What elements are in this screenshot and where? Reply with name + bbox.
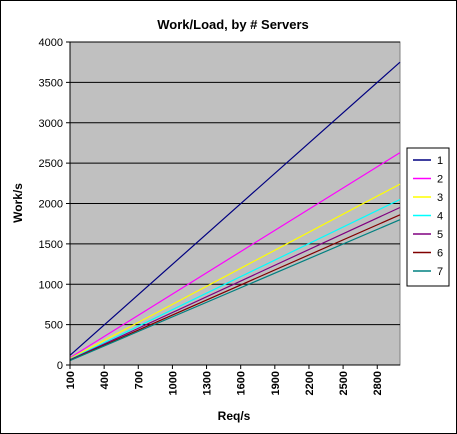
x-tick-labels: 100 400 700 1000 1300 1600 1900 2200 2500 2800	[65, 365, 384, 395]
y-tick-label: 2500	[39, 158, 63, 170]
y-tick-label: 2000	[39, 199, 63, 211]
legend-box	[406, 147, 450, 287]
legend-entry-1: 1	[437, 155, 443, 167]
legend-entry-4: 4	[437, 211, 443, 223]
y-tick-label: 0	[57, 360, 63, 372]
series-line-3	[69, 183, 401, 360]
legend-entry-3: 3	[437, 192, 443, 204]
legend-entry-6: 6	[437, 248, 443, 260]
x-tick-label: 400	[99, 371, 111, 389]
x-tick-label: 1600	[236, 371, 248, 395]
x-tick-label: 700	[133, 371, 145, 389]
series-line-6	[69, 214, 401, 361]
x-tick-label: 1000	[167, 371, 179, 395]
y-tick-label: 4000	[39, 37, 63, 49]
y-tick-label: 1000	[39, 279, 63, 291]
series-line-2	[69, 152, 401, 359]
series-line-4	[69, 198, 401, 360]
series-line-1	[69, 61, 401, 356]
chart-title: Work/Load, by # Servers	[157, 17, 309, 32]
x-tick-label: 2500	[338, 371, 350, 395]
legend: 1 2 3 4 5 6 7	[406, 147, 450, 287]
y-tick-label: 1500	[39, 239, 63, 251]
series-line-5	[69, 206, 401, 361]
series-line-7	[69, 219, 401, 362]
y-tick-label: 3500	[39, 77, 63, 89]
y-tick-label: 500	[45, 320, 63, 332]
legend-entry-2: 2	[437, 174, 443, 186]
legend-entry-5: 5	[437, 229, 443, 241]
y-axis-label: Work/s	[11, 183, 25, 223]
series-lines	[69, 61, 401, 362]
legend-entry-7: 7	[437, 266, 443, 278]
x-tick-label: 1900	[270, 371, 282, 395]
x-tick-label: 1300	[202, 371, 214, 395]
x-tick-label: 2800	[372, 371, 384, 395]
y-tick-label: 3000	[39, 118, 63, 130]
x-tick-label: 2200	[304, 371, 316, 395]
y-tick-labels: 0 500 1000 1500 2000 2500 3000 3500 4000	[39, 37, 70, 372]
x-tick-label: 100	[65, 371, 77, 389]
x-axis-label: Req/s	[218, 409, 251, 423]
